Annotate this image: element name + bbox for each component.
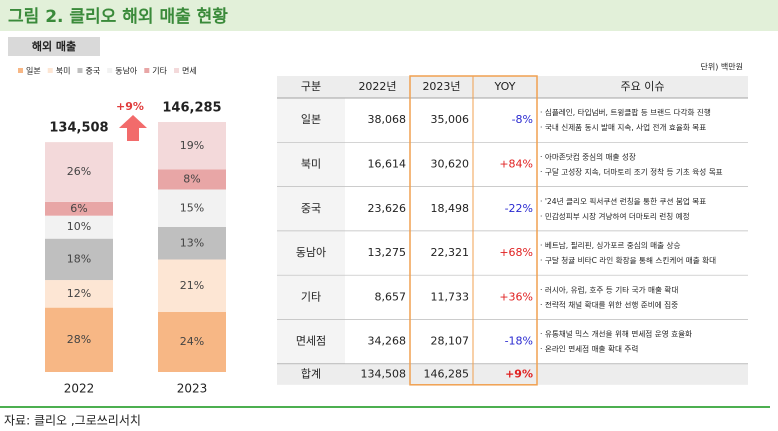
bar-segment	[158, 227, 226, 260]
bar-segment	[45, 142, 113, 202]
issue-text: · 민감성피부 시장 겨냥하여 더마토리 런칭 예정	[540, 211, 690, 221]
table-header: 구분	[301, 80, 321, 93]
bar-segment	[158, 259, 226, 312]
unit: 단위) 백만원	[701, 62, 743, 72]
cell: 30,620	[431, 157, 470, 170]
cell: 38,068	[368, 113, 407, 126]
legend-swatch	[18, 68, 23, 73]
issue-text: · 국내 신제품 동시 발매 지속, 사업 전개 효율화 목표	[540, 122, 706, 132]
cell: 23,626	[368, 202, 407, 215]
value-label: 28%	[67, 333, 91, 346]
issue-text: · 유통채널 믹스 개선을 위해 면세점 운영 효율화	[540, 329, 692, 339]
legend-label: 동남아	[115, 66, 138, 76]
total-name: 합계	[301, 367, 321, 380]
title-bar	[0, 0, 778, 31]
cell: 16,614	[368, 157, 407, 170]
table-header: 2022년	[358, 80, 396, 93]
legend-swatch	[47, 68, 53, 73]
issue-text: · 전략적 채널 확대를 위한 선행 준비에 집중	[540, 299, 678, 309]
value-label: 13%	[180, 236, 204, 249]
legend-label: 북미	[56, 67, 71, 76]
issue-text: · 러시아, 유럽, 호주 등 기타 국가 매출 확대	[540, 284, 678, 294]
bar-segment	[45, 215, 113, 239]
legend-swatch	[107, 68, 113, 73]
row-name: 일본	[301, 112, 321, 126]
row-name: 북미	[301, 157, 321, 170]
issue-text: · 온라인 면세점 매출 확대 주력	[540, 344, 638, 354]
value-label: 18%	[67, 252, 91, 265]
legend-label: 중국	[85, 67, 100, 76]
issue-text: · 아마존닷컴 중심의 매출 성장	[540, 151, 636, 161]
legend-swatch	[144, 68, 150, 73]
source: 자료: 클리오 ,그로쓰리서치	[4, 414, 141, 428]
yoy-cell: +68%	[499, 246, 533, 259]
bar-segment	[45, 238, 113, 281]
x-tick-label: 2022	[64, 382, 95, 396]
yoy-cell: -18%	[505, 335, 533, 348]
value-label: 21%	[180, 279, 204, 292]
table-header-bg	[277, 76, 748, 98]
legend-label: 기타	[152, 67, 167, 76]
bar-segment	[158, 312, 226, 372]
value-label: 8%	[183, 173, 200, 186]
issue-text: · 베트남, 필리핀, 싱가포르 중심의 매출 상승	[540, 240, 681, 250]
bar-segment	[45, 307, 113, 372]
figure-title: 그림 2. 클리오 해외 매출 현황	[8, 7, 228, 27]
table-header: 2023년	[422, 80, 460, 93]
growth-arrow	[119, 115, 147, 141]
row-name: 면세점	[296, 335, 326, 348]
issue-text: · '24년 클리오 픽서쿠션 런칭을 통한 쿠션 붐업 목표	[540, 196, 706, 206]
value-label: 12%	[67, 287, 91, 300]
yoy-cell: +36%	[499, 290, 533, 303]
total-cell: 146,285	[424, 367, 470, 380]
value-label: 10%	[67, 220, 91, 233]
legend-swatch	[174, 68, 180, 73]
panel-label-bg	[8, 37, 100, 56]
issue-text: · 구달 고성장 지속, 더마토리 조기 정착 등 기초 육성 목표	[540, 166, 723, 176]
total-yoy: +9%	[505, 367, 533, 380]
row-name: 동남아	[296, 246, 326, 259]
bar-segment	[45, 280, 113, 308]
table-header: YOY	[494, 80, 516, 93]
issue-text: · 구달 청귤 비타C 라인 확장을 통해 스킨케어 매출 확대	[540, 255, 716, 265]
bar-segment	[158, 189, 226, 227]
cell: 11,733	[431, 290, 470, 303]
cell: 8,657	[375, 290, 407, 303]
cell: 18,498	[431, 202, 470, 215]
cell: 22,321	[431, 246, 470, 259]
yoy-cell: +84%	[499, 157, 533, 170]
value-label: 6%	[70, 202, 87, 215]
total-cell: 134,508	[361, 367, 407, 380]
legend-swatch	[77, 68, 83, 73]
row-name: 기타	[301, 290, 321, 303]
total-label: 146,285	[162, 101, 221, 116]
value-label: 24%	[180, 335, 204, 348]
total-label: 134,508	[49, 121, 108, 136]
cell: 35,006	[431, 113, 470, 126]
bar-segment	[45, 201, 113, 216]
cell: 28,107	[431, 335, 470, 348]
value-label: 15%	[180, 201, 204, 214]
cell: 34,268	[368, 335, 407, 348]
annotation: +9%	[116, 100, 144, 113]
issue-text: · 심플레인, 타입넘버, 트윙클팝 등 브랜드 다각화 진행	[540, 107, 711, 117]
value-label: 19%	[180, 139, 204, 152]
cell: 13,275	[368, 246, 407, 259]
bar-segment	[158, 122, 226, 170]
legend-label: 일본	[26, 67, 41, 76]
panel-label: 해외 매출	[32, 39, 76, 53]
yoy-cell: -22%	[505, 202, 533, 215]
total-row-bg	[277, 363, 748, 385]
row-name: 중국	[301, 202, 321, 215]
x-tick-label: 2023	[177, 382, 208, 396]
bar-segment	[158, 169, 226, 190]
table-header: 주요 이슈	[621, 80, 665, 93]
value-label: 26%	[67, 165, 91, 178]
legend-label: 면세	[182, 66, 197, 76]
yoy-cell: -8%	[512, 113, 533, 126]
